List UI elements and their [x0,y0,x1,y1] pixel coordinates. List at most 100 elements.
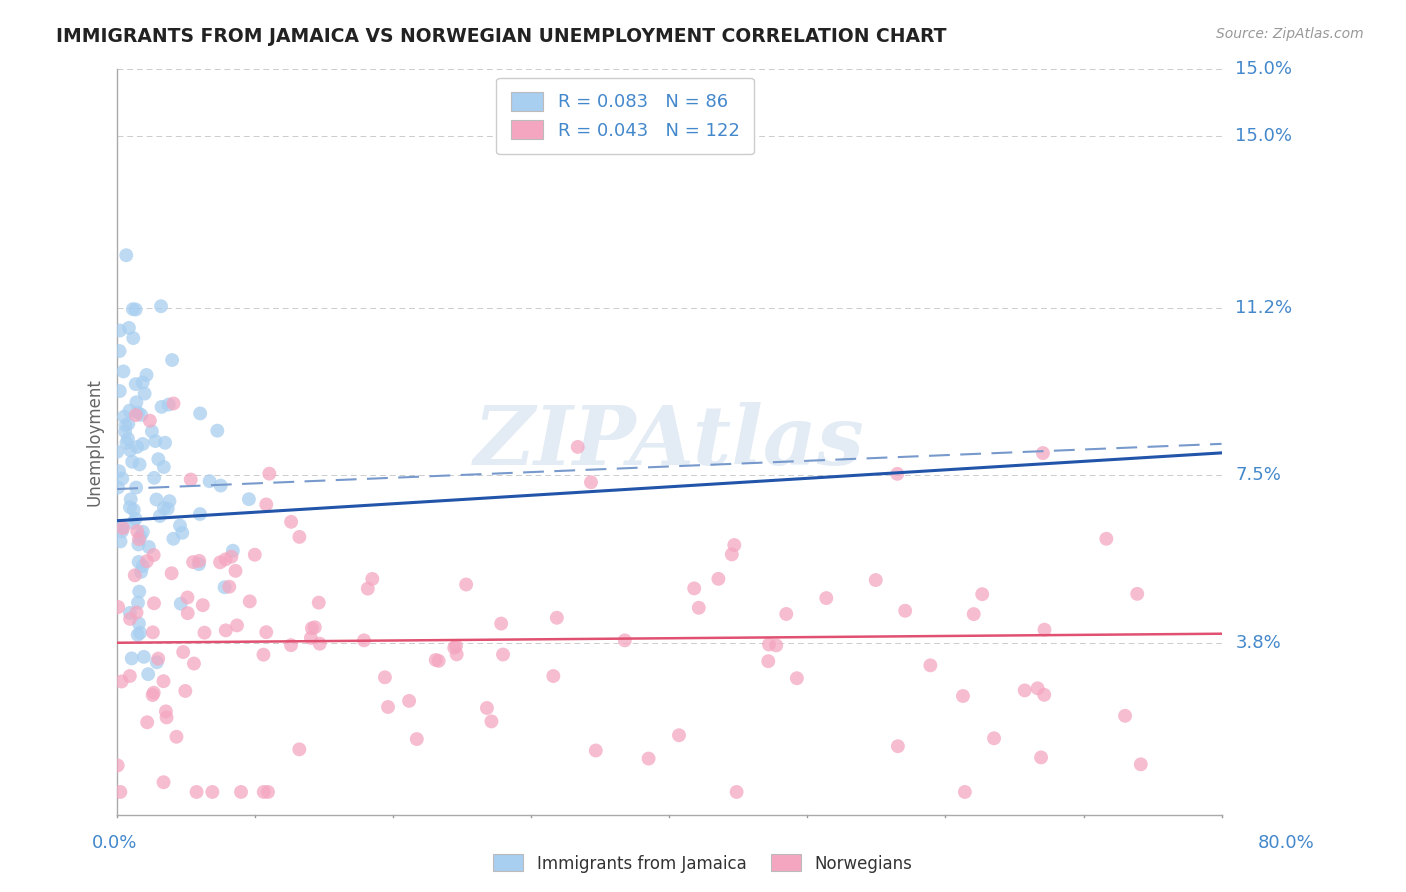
Point [112,409,135,424]
Point [111,520,134,534]
Point [492,648,515,662]
Point [125,302,148,317]
Point [111,524,134,539]
Point [579,475,602,490]
Point [1114,708,1136,723]
Point [127,537,149,551]
Point [124,512,146,526]
Point [160,353,183,368]
Legend: R = 0.083   N = 86, R = 0.043   N = 122: R = 0.083 N = 86, R = 0.043 N = 122 [496,78,754,154]
Point [124,568,146,582]
Point [1126,587,1149,601]
Point [188,406,211,420]
Point [188,554,211,568]
Point [226,618,249,632]
Point [127,406,149,420]
Point [765,639,787,653]
Point [257,785,280,799]
Point [222,543,245,558]
Point [405,732,427,747]
Point [1032,446,1054,460]
Point [243,548,266,562]
Point [201,785,224,799]
Point [131,376,153,390]
Point [153,435,176,450]
Point [299,631,322,645]
Point [118,500,141,515]
Point [120,492,142,507]
Point [127,440,149,454]
Point [894,604,917,618]
Text: ZIPAtlas: ZIPAtlas [474,401,865,482]
Point [146,655,169,669]
Point [637,751,659,765]
Text: 80.0%: 80.0% [1258,834,1315,852]
Point [280,515,302,529]
Text: 15.0%: 15.0% [1236,128,1292,145]
Point [150,299,173,313]
Point [886,467,908,481]
Point [170,597,193,611]
Point [166,730,188,744]
Point [105,444,128,458]
Point [425,653,447,667]
Point [118,321,141,335]
Text: IMMIGRANTS FROM JAMAICA VS NORWEGIAN UNEMPLOYMENT CORRELATION CHART: IMMIGRANTS FROM JAMAICA VS NORWEGIAN UNE… [56,27,946,45]
Point [1033,688,1056,702]
Point [125,481,148,495]
Point [134,386,156,401]
Point [443,640,465,655]
Point [187,557,209,571]
Point [374,670,396,684]
Point [129,408,152,422]
Point [122,516,145,530]
Point [162,532,184,546]
Point [707,572,730,586]
Point [128,584,150,599]
Point [128,533,150,547]
Point [301,621,323,635]
Point [150,400,173,414]
Point [815,591,838,605]
Point [193,625,215,640]
Point [107,600,129,615]
Point [224,564,246,578]
Point [456,577,478,591]
Point [1026,681,1049,696]
Point [155,705,177,719]
Point [135,368,157,382]
Point [172,645,194,659]
Point [153,460,176,475]
Point [183,657,205,671]
Point [110,534,132,549]
Point [288,742,311,756]
Point [427,654,450,668]
Point [125,606,148,620]
Point [253,785,276,799]
Point [127,596,149,610]
Point [398,694,420,708]
Point [114,425,136,439]
Point [132,524,155,539]
Text: 11.2%: 11.2% [1236,299,1292,318]
Point [489,616,512,631]
Point [238,492,260,507]
Text: 7.5%: 7.5% [1236,467,1281,484]
Legend: Immigrants from Jamaica, Norwegians: Immigrants from Jamaica, Norwegians [486,847,920,880]
Point [112,364,135,378]
Point [120,443,142,458]
Point [152,674,174,689]
Point [229,785,252,799]
Point [118,606,141,620]
Point [308,637,330,651]
Point [775,607,797,621]
Point [128,458,150,472]
Point [446,648,468,662]
Point [239,594,262,608]
Point [121,455,143,469]
Point [180,473,202,487]
Point [361,572,384,586]
Point [176,591,198,605]
Point [252,648,274,662]
Point [125,377,148,392]
